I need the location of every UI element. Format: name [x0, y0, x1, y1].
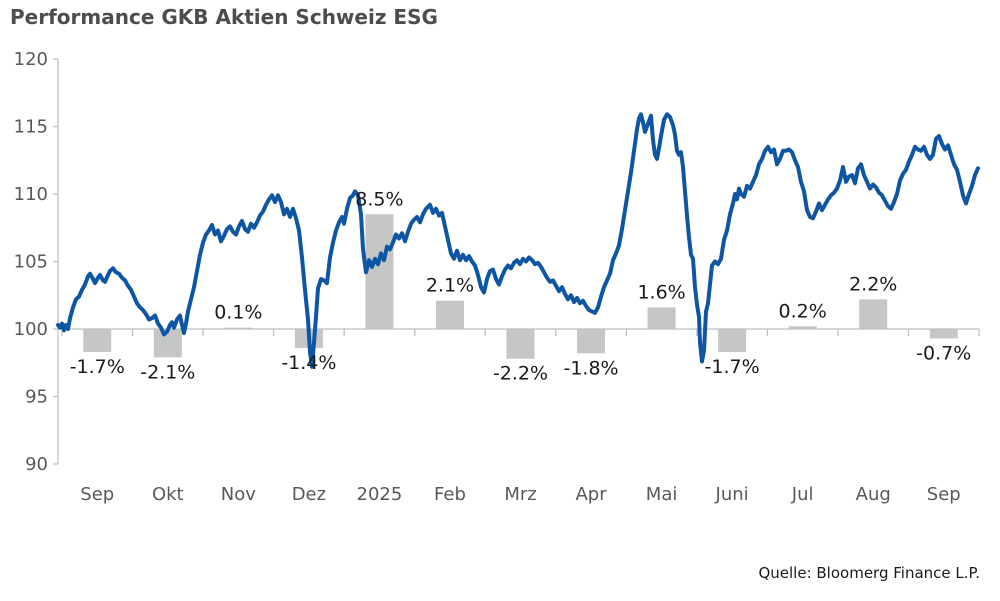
bar [788, 326, 817, 329]
bar [506, 329, 535, 359]
line-series [56, 112, 980, 369]
y-tick-label: 95 [25, 387, 48, 408]
bar-label: 0.1% [214, 302, 262, 324]
x-tick-label: Aug [856, 484, 891, 505]
x-tick-label: 2025 [357, 484, 403, 505]
x-tick-label: Mrz [504, 484, 536, 505]
bar [647, 307, 676, 329]
y-axis: 120 115 110 105 100 95 90 [14, 49, 59, 475]
x-tick-label: Jul [791, 484, 814, 505]
source-credit: Quelle: Bloomerg Finance L.P. [758, 564, 980, 582]
bar-label: 8.5% [355, 188, 403, 210]
x-tick-label: Feb [434, 484, 466, 505]
y-tick-label: 120 [14, 49, 48, 70]
x-tick-label: Nov [221, 484, 256, 505]
bar-label: 1.6% [637, 281, 685, 303]
x-tick-label: Apr [575, 484, 607, 505]
y-tick-label: 105 [14, 252, 48, 273]
bar [929, 329, 958, 339]
x-axis: Sep Okt Nov Dez 2025 Feb Mrz Apr Mai Juni Jul Aug Se… [58, 328, 980, 505]
bar-label: 2.1% [426, 275, 474, 297]
bar [83, 329, 112, 352]
x-tick-label: Sep [927, 484, 961, 505]
bar-label: -1.4% [281, 352, 336, 374]
bar [153, 329, 182, 358]
y-tick-label: 110 [14, 184, 48, 205]
bar-label: 0.2% [779, 300, 827, 322]
bar [577, 329, 606, 354]
chart-title: Performance GKB Aktien Schweiz ESG [10, 5, 438, 29]
bar [365, 214, 394, 329]
bar-label: -2.1% [140, 361, 195, 383]
bar [718, 329, 747, 352]
bar-label: 2.2% [849, 273, 897, 295]
x-tick-label: Mai [646, 484, 678, 505]
bar [435, 300, 464, 329]
bar-label: -2.2% [493, 363, 548, 385]
y-tick-label: 90 [25, 454, 48, 475]
bar-labels: -1.7% -2.1% 0.1% -1.4% 8.5% 2.1% -2.2% -1.8% 1.6… [70, 188, 972, 384]
y-tick-label: 115 [14, 117, 48, 138]
x-tick-label: Dez [292, 484, 326, 505]
bar-label: -1.7% [70, 356, 125, 378]
y-tick-label: 100 [14, 319, 48, 340]
bar-label: -0.7% [916, 342, 971, 364]
bar [224, 327, 253, 329]
x-tick-label: Okt [152, 484, 184, 505]
x-tick-label: Juni [715, 484, 749, 505]
x-tick-label: Sep [80, 484, 114, 505]
bar [859, 299, 888, 329]
bar-label: -1.7% [705, 356, 760, 378]
bar-label: -1.8% [563, 357, 618, 379]
